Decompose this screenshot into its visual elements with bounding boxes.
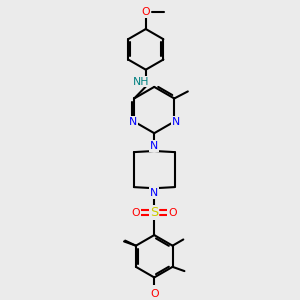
Text: N: N	[150, 188, 158, 198]
Text: O: O	[168, 208, 177, 218]
Text: O: O	[142, 7, 150, 17]
Text: N: N	[172, 117, 180, 127]
Text: O: O	[132, 208, 140, 218]
Text: S: S	[150, 206, 158, 219]
Text: N: N	[150, 141, 158, 151]
Text: NH: NH	[133, 76, 150, 86]
Text: O: O	[150, 289, 158, 299]
Text: N: N	[129, 117, 137, 127]
